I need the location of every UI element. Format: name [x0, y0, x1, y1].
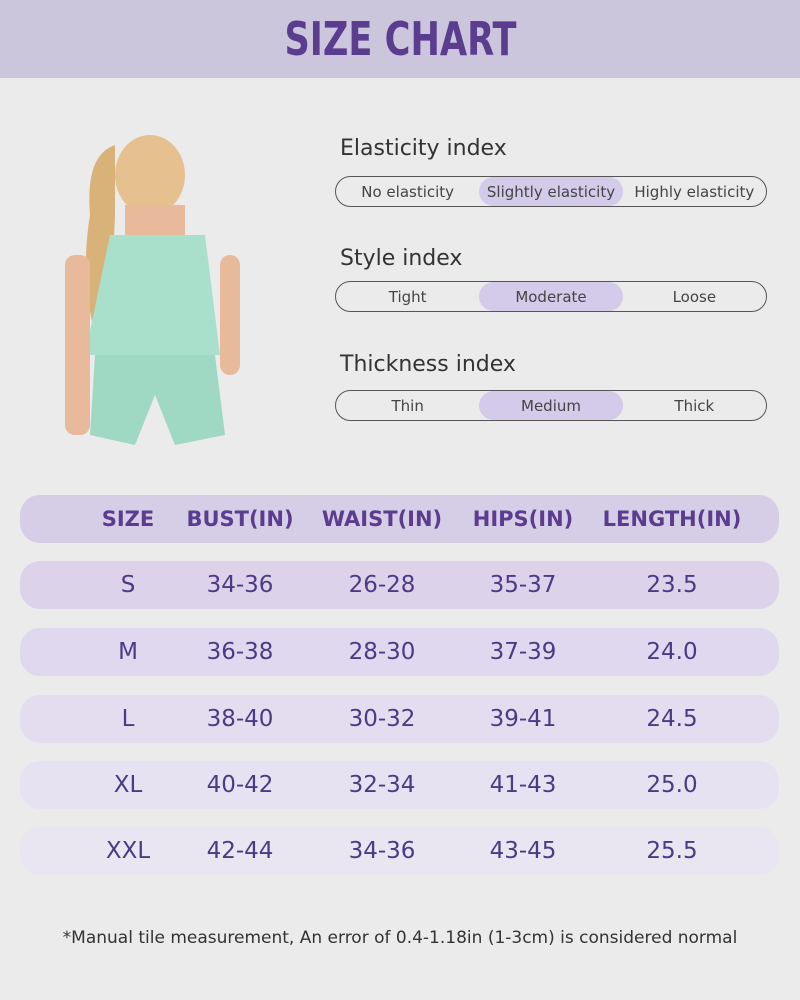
index-label: Thickness index	[340, 352, 516, 377]
column-header: WAIST(IN)	[321, 507, 443, 531]
table-row: S 34-36 26-28 35-37 23.5	[20, 561, 779, 609]
note: *Manual tile measurement, An error of 0.…	[62, 928, 738, 948]
index-option: Thick	[674, 396, 715, 415]
column-header: HIPS(IN)	[472, 507, 574, 531]
index-label: Style index	[340, 246, 463, 271]
measure-cell: 41-43	[489, 772, 557, 798]
header: SIZE CHART	[0, 0, 800, 78]
index-option-selected: Slightly elasticity	[479, 177, 623, 206]
size-cell: L	[121, 706, 135, 732]
measure-cell: 32-34	[348, 772, 416, 798]
size-cell: XXL	[105, 838, 151, 864]
measure-cell: 36-38	[206, 639, 274, 665]
size-cell: XL	[113, 772, 143, 798]
measure-cell: 34-36	[206, 572, 274, 598]
index-option-selected: Medium	[479, 391, 623, 420]
table-row: M 36-38 28-30 37-39 24.0	[20, 628, 779, 676]
measure-cell: 35-37	[489, 572, 557, 598]
index-option: Highly elasticity	[634, 182, 755, 201]
index-scale: Tight Moderate Loose	[335, 281, 767, 312]
measure-cell: 43-45	[489, 838, 557, 864]
product-photo	[55, 135, 245, 448]
measure-cell: 38-40	[206, 706, 274, 732]
measure-cell: 23.5	[646, 572, 698, 598]
size-cell: S	[120, 572, 136, 598]
column-header: LENGTH(IN)	[602, 507, 742, 531]
column-header: BUST(IN)	[186, 507, 294, 531]
index-option: No elasticity	[361, 182, 455, 201]
table-row: L 38-40 30-32 39-41 24.5	[20, 695, 779, 743]
measure-cell: 30-32	[348, 706, 416, 732]
index-option: Tight	[388, 287, 427, 306]
index-scale: No elasticity Slightly elasticity Highly e…	[335, 176, 767, 207]
index-option: Thin	[391, 396, 424, 415]
measure-cell: 25.5	[646, 838, 698, 864]
measure-cell: 24.0	[646, 639, 698, 665]
measure-cell: 34-36	[348, 838, 416, 864]
measure-cell: 37-39	[489, 639, 557, 665]
title: SIZE CHART	[283, 12, 516, 66]
measure-cell: 39-41	[489, 706, 557, 732]
size-cell: M	[118, 639, 138, 665]
index-option: Loose	[672, 287, 717, 306]
measure-cell: 26-28	[348, 572, 416, 598]
measure-cell: 24.5	[646, 706, 698, 732]
measure-cell: 25.0	[646, 772, 698, 798]
table-row: XXL 42-44 34-36 43-45 25.5	[20, 827, 779, 875]
measure-cell: 28-30	[348, 639, 416, 665]
index-scale: Thin Medium Thick	[335, 390, 767, 421]
table-header: SIZE BUST(IN) WAIST(IN) HIPS(IN) LENGTH(IN)	[20, 495, 779, 543]
measure-cell: 40-42	[206, 772, 274, 798]
index-option-selected: Moderate	[479, 282, 623, 311]
column-header: SIZE	[101, 507, 155, 531]
measure-cell: 42-44	[206, 838, 274, 864]
table-row: XL 40-42 32-34 41-43 25.0	[20, 761, 779, 809]
index-label: Elasticity index	[340, 136, 507, 161]
